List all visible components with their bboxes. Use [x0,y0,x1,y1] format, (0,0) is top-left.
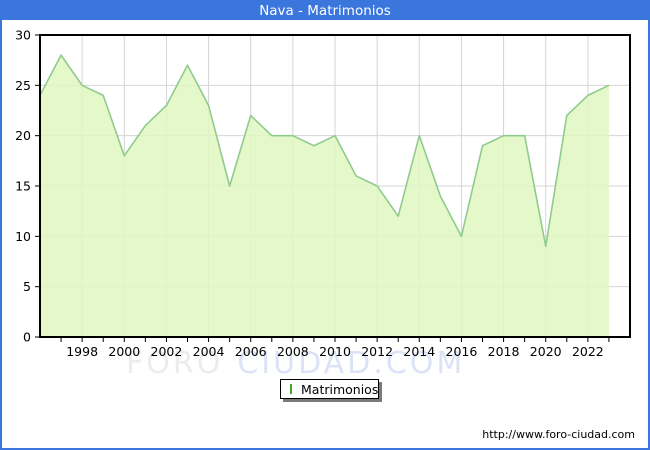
footer-url[interactable]: http://www.foro-ciudad.com [482,428,635,441]
x-tick-label: 2008 [277,344,309,359]
x-tick-label: 2018 [488,344,520,359]
matrimonios-line [39,54,610,248]
x-tick-label: 1998 [66,344,98,359]
legend: Matrimonios [280,379,379,399]
legend-label: Matrimonios [301,381,379,397]
x-tick-label: 2016 [446,344,478,359]
y-tick-label: 10 [15,229,31,244]
y-tick-label: 5 [23,279,31,294]
y-tick-label: 20 [15,128,31,143]
legend-swatch-icon [290,384,292,394]
chart-title: Nava - Matrimonios [259,3,391,19]
x-tick-label: 2000 [108,344,140,359]
x-tick-label: 2002 [151,344,183,359]
x-tick-label: 2014 [403,344,435,359]
x-tick-label: 2004 [193,344,225,359]
matrimonios-area-fill [40,55,609,338]
plot-frame [39,34,631,338]
y-tick-label: 0 [23,330,31,345]
x-tick-label: 2022 [572,344,604,359]
y-tick-label: 30 [15,28,31,43]
x-tick-label: 2010 [319,344,351,359]
x-tick-label: 2012 [361,344,393,359]
x-tick-label: 2006 [235,344,267,359]
x-tick-label: 2020 [530,344,562,359]
chart-title-bar: Nava - Matrimonios [2,2,648,20]
y-tick-label: 25 [15,78,31,93]
y-tick-label: 15 [15,179,31,194]
